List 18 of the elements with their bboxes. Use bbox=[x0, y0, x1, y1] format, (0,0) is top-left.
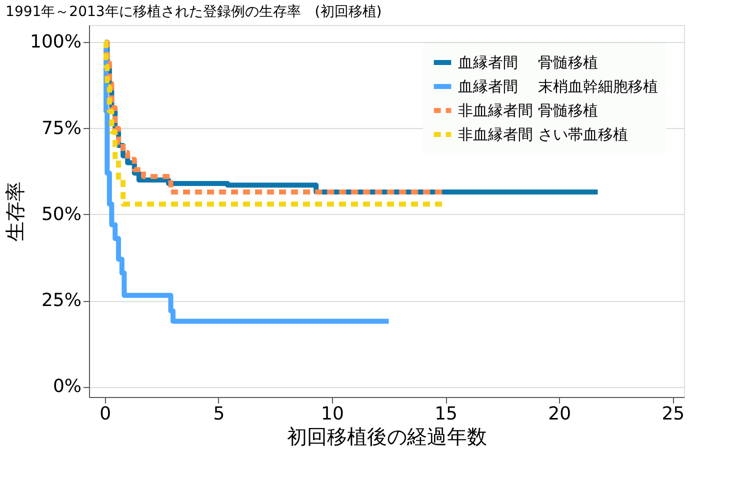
chart-title: 1991年～2013年に移植された登録例の生存率 (初回移植) bbox=[6, 4, 382, 20]
y-axis-title: 生存率 bbox=[3, 182, 28, 242]
y-tick-label: 50% bbox=[41, 204, 82, 225]
legend-label: 血縁者間 骨髄移植 bbox=[458, 54, 598, 72]
x-tick-label: 5 bbox=[213, 404, 225, 424]
x-tick-label: 20 bbox=[548, 404, 572, 424]
legend-label: 非血縁者間 骨髄移植 bbox=[458, 102, 598, 120]
y-tick-label: 25% bbox=[41, 290, 82, 312]
x-tick-label: 10 bbox=[321, 404, 344, 424]
x-tick-label: 15 bbox=[434, 404, 458, 424]
y-tick-label: 75% bbox=[41, 118, 82, 139]
x-axis-title: 初回移植後の経過年数 bbox=[287, 424, 487, 448]
x-tick-label: 0 bbox=[100, 404, 112, 424]
y-tick-label: 0% bbox=[52, 376, 82, 398]
legend-label: 血縁者間 末梢血幹細胞移植 bbox=[458, 78, 658, 96]
y-tick-label: 100% bbox=[30, 32, 82, 53]
legend-label: 非血縁者間 さい帯血移植 bbox=[458, 126, 628, 144]
x-tick-label: 25 bbox=[662, 404, 685, 424]
